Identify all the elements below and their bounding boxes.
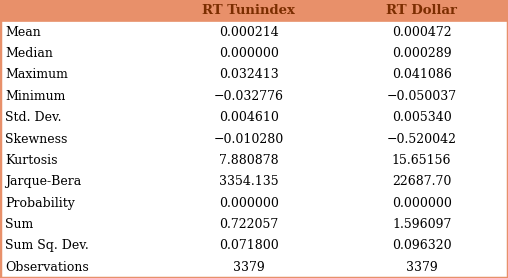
Bar [335,86,508,107]
Text: Probability: Probability [5,197,75,210]
Bar [335,107,508,128]
Text: 3379: 3379 [406,261,437,274]
Bar [0,235,163,257]
Text: −0.010280: −0.010280 [214,133,284,145]
Text: Minimum: Minimum [5,90,66,103]
Bar [335,171,508,192]
Bar [163,0,335,21]
Bar [335,192,508,214]
Text: 0.000472: 0.000472 [392,26,452,39]
Bar [163,257,335,278]
Bar [163,214,335,235]
Text: 0.000214: 0.000214 [219,26,279,39]
Text: 0.000000: 0.000000 [219,197,279,210]
Text: Median: Median [5,47,53,60]
Text: Sum: Sum [5,218,34,231]
Bar [335,43,508,64]
Bar [163,150,335,171]
Text: 0.071800: 0.071800 [219,239,279,252]
Text: 3379: 3379 [233,261,265,274]
Text: 0.000000: 0.000000 [392,197,452,210]
Text: Mean: Mean [5,26,41,39]
Bar [0,64,163,86]
Text: 0.032413: 0.032413 [219,68,279,81]
Bar [0,43,163,64]
Text: Kurtosis: Kurtosis [5,154,57,167]
Text: −0.032776: −0.032776 [214,90,284,103]
Bar [163,64,335,86]
Text: 0.000000: 0.000000 [219,47,279,60]
Text: 0.005340: 0.005340 [392,111,452,124]
Bar [0,214,163,235]
Text: 3354.135: 3354.135 [219,175,279,188]
Text: 0.096320: 0.096320 [392,239,452,252]
Bar [163,171,335,192]
Text: Observations: Observations [5,261,89,274]
Bar [163,43,335,64]
Bar [0,257,163,278]
Bar [163,192,335,214]
Bar [335,257,508,278]
Text: Sum Sq. Dev.: Sum Sq. Dev. [5,239,89,252]
Bar [0,0,163,21]
Text: 7.880878: 7.880878 [219,154,279,167]
Bar [0,86,163,107]
Bar [335,235,508,257]
Bar [0,192,163,214]
Bar [335,64,508,86]
Text: −0.520042: −0.520042 [387,133,457,145]
Bar [163,86,335,107]
Bar [0,21,163,43]
Text: 15.65156: 15.65156 [392,154,452,167]
Text: Skewness: Skewness [5,133,68,145]
Bar [0,128,163,150]
Bar [335,0,508,21]
Bar [163,235,335,257]
Text: −0.050037: −0.050037 [387,90,457,103]
Bar [0,150,163,171]
Text: 22687.70: 22687.70 [392,175,451,188]
Bar [163,128,335,150]
Text: 0.041086: 0.041086 [392,68,452,81]
Bar [335,128,508,150]
Bar [0,171,163,192]
Bar [335,214,508,235]
Bar [163,107,335,128]
Bar [163,21,335,43]
Text: 0.000289: 0.000289 [392,47,452,60]
Bar [335,21,508,43]
Text: RT Dollar: RT Dollar [386,4,457,17]
Bar [335,150,508,171]
Text: Std. Dev.: Std. Dev. [5,111,61,124]
Text: 0.722057: 0.722057 [219,218,278,231]
Text: RT Tunindex: RT Tunindex [203,4,295,17]
Text: Maximum: Maximum [5,68,68,81]
Text: Jarque-Bera: Jarque-Bera [5,175,81,188]
Bar [0,107,163,128]
Text: 0.004610: 0.004610 [219,111,279,124]
Text: 1.596097: 1.596097 [392,218,451,231]
